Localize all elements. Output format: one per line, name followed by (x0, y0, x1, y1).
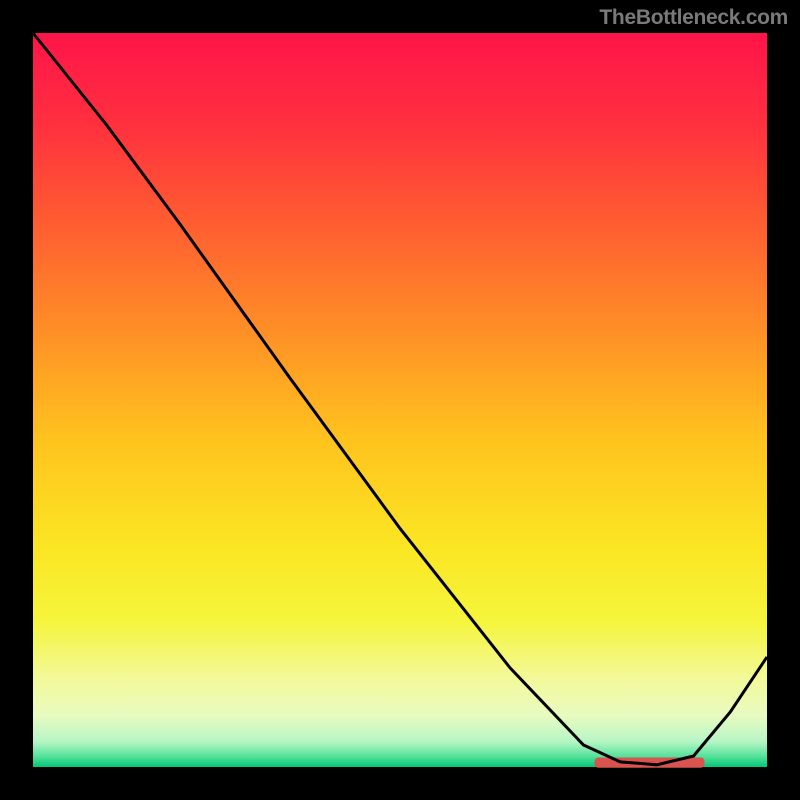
gradient-line-chart (0, 0, 800, 800)
chart-container: TheBottleneck.com (0, 0, 800, 800)
watermark-text: TheBottleneck.com (599, 6, 788, 30)
plot-background (33, 33, 767, 767)
